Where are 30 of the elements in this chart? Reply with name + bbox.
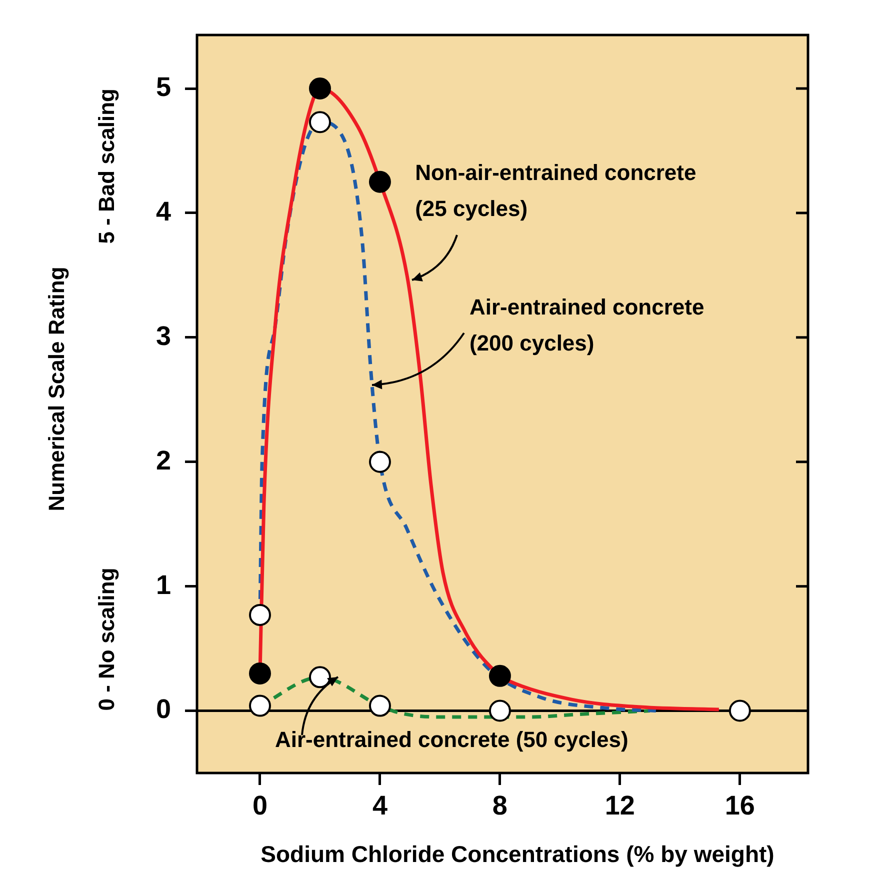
y-tick-label: 0 xyxy=(156,694,171,724)
x-tick-label: 8 xyxy=(492,790,508,821)
x-tick-label: 12 xyxy=(604,790,635,821)
y-tick-label: 5 xyxy=(156,72,171,102)
y-tick-label: 3 xyxy=(156,320,171,351)
point xyxy=(368,170,391,193)
y-tick-label: 4 xyxy=(156,196,171,226)
y-tick-label: 1 xyxy=(156,570,171,600)
point xyxy=(728,700,751,722)
point xyxy=(308,78,331,100)
point xyxy=(488,664,511,687)
y-axis-title: Numerical Scale Rating xyxy=(44,266,69,512)
annotation: Air-entrained concrete (50 cycles) xyxy=(274,727,628,752)
y-tick-label: 2 xyxy=(156,445,171,476)
point xyxy=(308,111,331,134)
x-tick-label: 0 xyxy=(252,790,268,821)
x-tick-label: 16 xyxy=(724,790,755,821)
point xyxy=(368,450,391,473)
point xyxy=(308,666,331,688)
annotation: Non-air-entrained concrete (25 cycles) xyxy=(415,160,696,222)
point xyxy=(488,700,511,722)
point xyxy=(248,662,271,684)
point xyxy=(248,694,271,717)
x-axis-title: Sodium Chloride Concentrations (% by weight) xyxy=(260,841,774,867)
point xyxy=(368,694,391,717)
point xyxy=(248,604,271,626)
text: 0 - No scaling xyxy=(94,568,119,711)
annotation: Air-entrained concrete (200 cycles) xyxy=(469,294,704,356)
text: 5 - Bad scaling xyxy=(94,88,119,244)
x-tick-label: 4 xyxy=(372,790,388,821)
